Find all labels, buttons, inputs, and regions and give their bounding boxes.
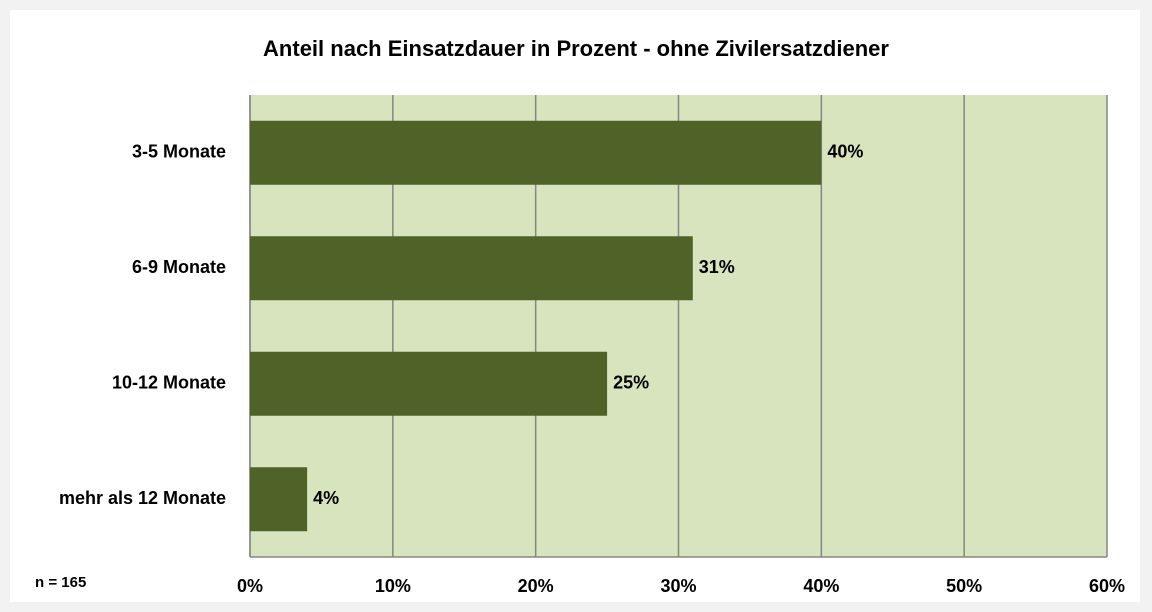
- bar: [250, 351, 608, 416]
- bar: [250, 120, 822, 185]
- y-tick-label: 6-9 Monate: [132, 257, 226, 277]
- x-tick-label: 0%: [237, 576, 263, 596]
- annotation: n = 165: [35, 574, 86, 591]
- y-tick-label: 3-5 Monate: [132, 142, 226, 162]
- bar: [250, 236, 693, 301]
- y-tick-label: 10-12 Monate: [112, 373, 226, 393]
- x-tick-label: 40%: [803, 576, 839, 596]
- data-label: 40%: [827, 142, 863, 162]
- x-tick-label: 50%: [946, 576, 982, 596]
- chart-title: Anteil nach Einsatzdauer in Prozent - oh…: [263, 36, 889, 61]
- x-tick-label: 30%: [660, 576, 696, 596]
- x-tick-label: 10%: [375, 576, 411, 596]
- data-label: 4%: [313, 488, 339, 508]
- x-tick-label: 60%: [1089, 576, 1125, 596]
- data-label: 25%: [613, 373, 649, 393]
- x-tick-label: 20%: [518, 576, 554, 596]
- y-tick-label: mehr als 12 Monate: [59, 488, 226, 508]
- data-label: 31%: [699, 257, 735, 277]
- bar: [250, 467, 308, 532]
